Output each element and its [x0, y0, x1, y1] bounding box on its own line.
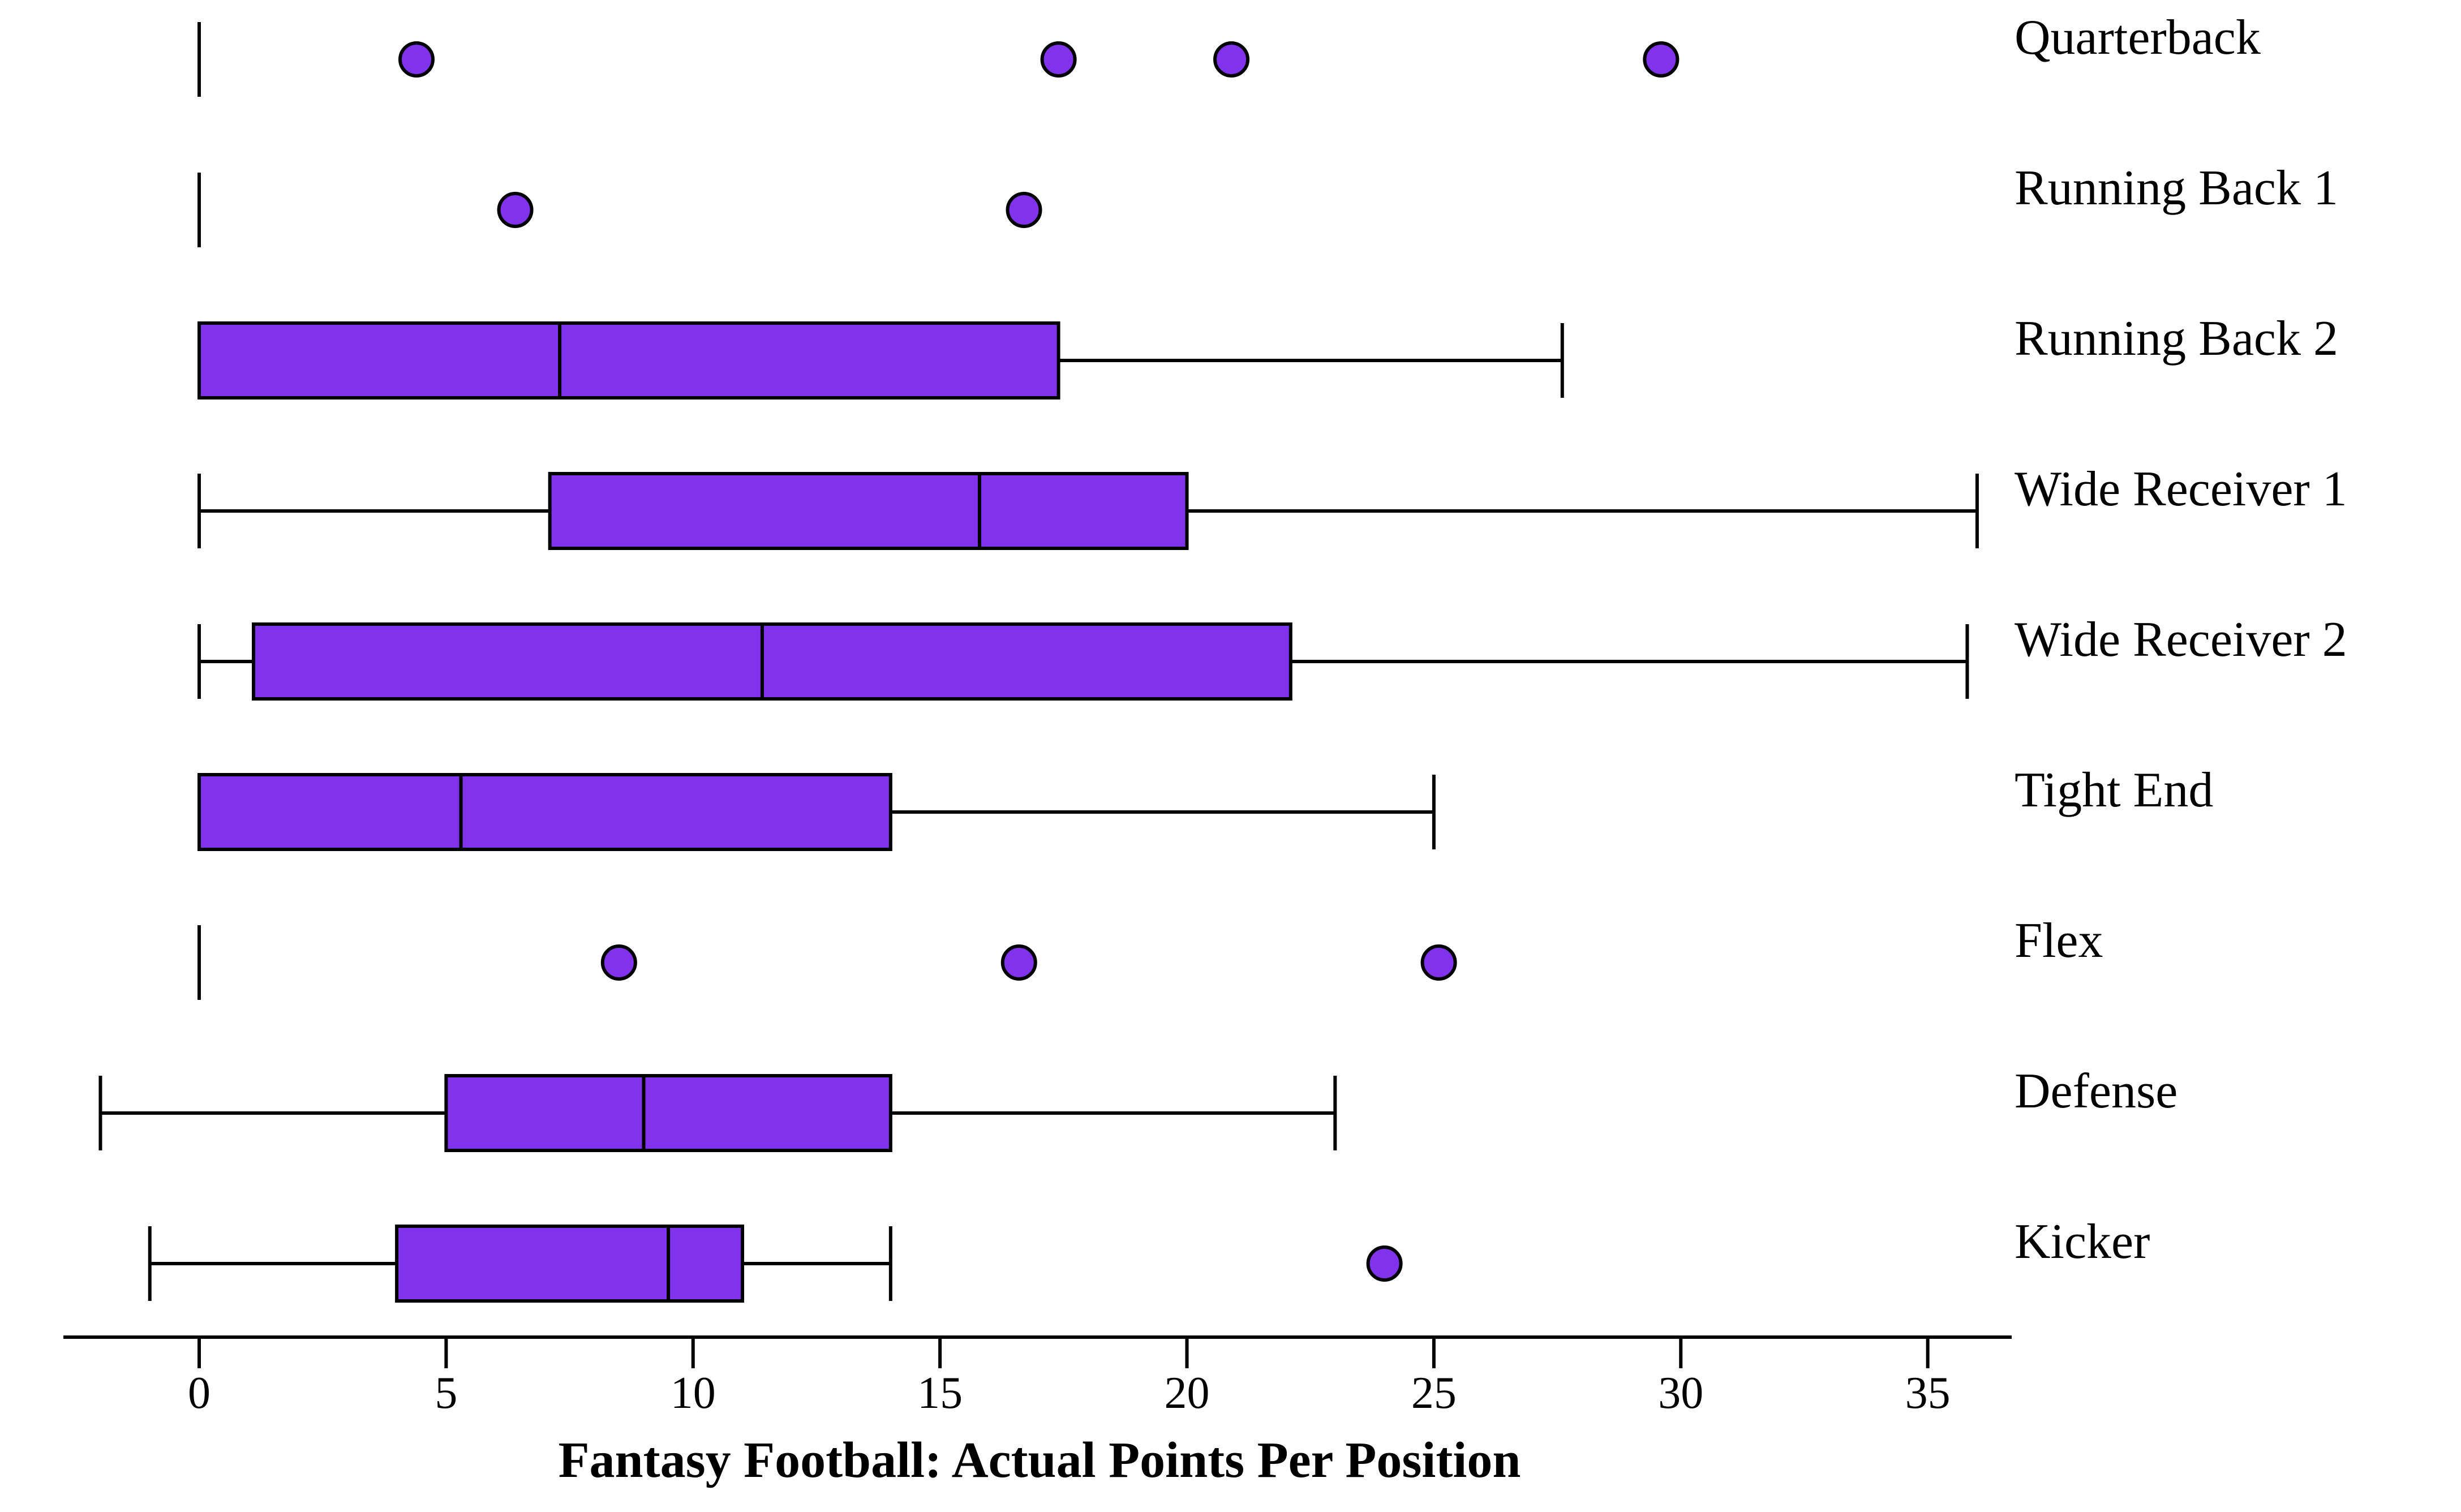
category-label-wide-receiver-2: Wide Receiver 2 [2015, 612, 2347, 667]
category-label-defense: Defense [2015, 1064, 2177, 1119]
tight-end-box [197, 773, 892, 851]
flex-outlier-1 [1000, 944, 1037, 981]
x-tick-label-5: 5 [435, 1368, 457, 1418]
quarterback-outlier-1 [1040, 41, 1077, 78]
category-label-kicker: Kicker [2015, 1214, 2150, 1269]
quarterback-outlier-2 [1213, 41, 1250, 78]
wide-receiver-1-box [548, 472, 1189, 550]
plot-area: Quarterback Running Back 1 Running Back 2 W… [98, 10, 2347, 1303]
category-label-wide-receiver-1: Wide Receiver 1 [2015, 462, 2347, 517]
defense-box [444, 1074, 892, 1152]
kicker-outlier-0 [1366, 1245, 1403, 1282]
category-label-running-back-2: Running Back 2 [2015, 311, 2338, 366]
x-tick-label-35: 35 [1905, 1368, 1951, 1418]
kicker-box [395, 1225, 745, 1303]
running-back-2-box [197, 321, 1060, 400]
x-tick-label-0: 0 [188, 1368, 211, 1418]
row-defense: Defense [98, 1064, 2177, 1152]
quarterback-outlier-0 [398, 41, 435, 78]
row-running-back-2: Running Back 2 [197, 311, 2338, 400]
row-wide-receiver-1: Wide Receiver 1 [197, 462, 2347, 550]
flex-outlier-2 [1420, 944, 1457, 981]
running-back-1-outlier-0 [497, 192, 534, 228]
quarterback-outlier-3 [1643, 41, 1680, 78]
x-tick-label-10: 10 [671, 1368, 716, 1418]
category-label-tight-end: Tight End [2015, 763, 2213, 818]
row-quarterback: Quarterback [197, 10, 2261, 97]
row-flex: Flex [197, 913, 2103, 1000]
running-back-1-outlier-1 [1006, 192, 1042, 228]
flex-outlier-0 [600, 944, 637, 981]
category-label-quarterback: Quarterback [2015, 10, 2261, 65]
category-label-running-back-1: Running Back 1 [2015, 161, 2338, 216]
category-label-flex: Flex [2015, 913, 2103, 968]
row-wide-receiver-2: Wide Receiver 2 [197, 612, 2347, 701]
x-tick-label-15: 15 [917, 1368, 963, 1418]
row-tight-end: Tight End [197, 763, 2213, 851]
x-tick-label-25: 25 [1411, 1368, 1457, 1418]
x-axis-title: Fantasy Football: Actual Points Per Posi… [559, 1432, 1521, 1488]
x-axis: 0 5 10 15 20 25 30 35 [63, 1335, 2012, 1418]
row-running-back-1: Running Back 1 [197, 161, 2338, 247]
x-tick-label-20: 20 [1165, 1368, 1210, 1418]
row-kicker: Kicker [148, 1214, 2150, 1303]
wide-receiver-2-box [252, 622, 1292, 701]
x-tick-label-30: 30 [1658, 1368, 1703, 1418]
